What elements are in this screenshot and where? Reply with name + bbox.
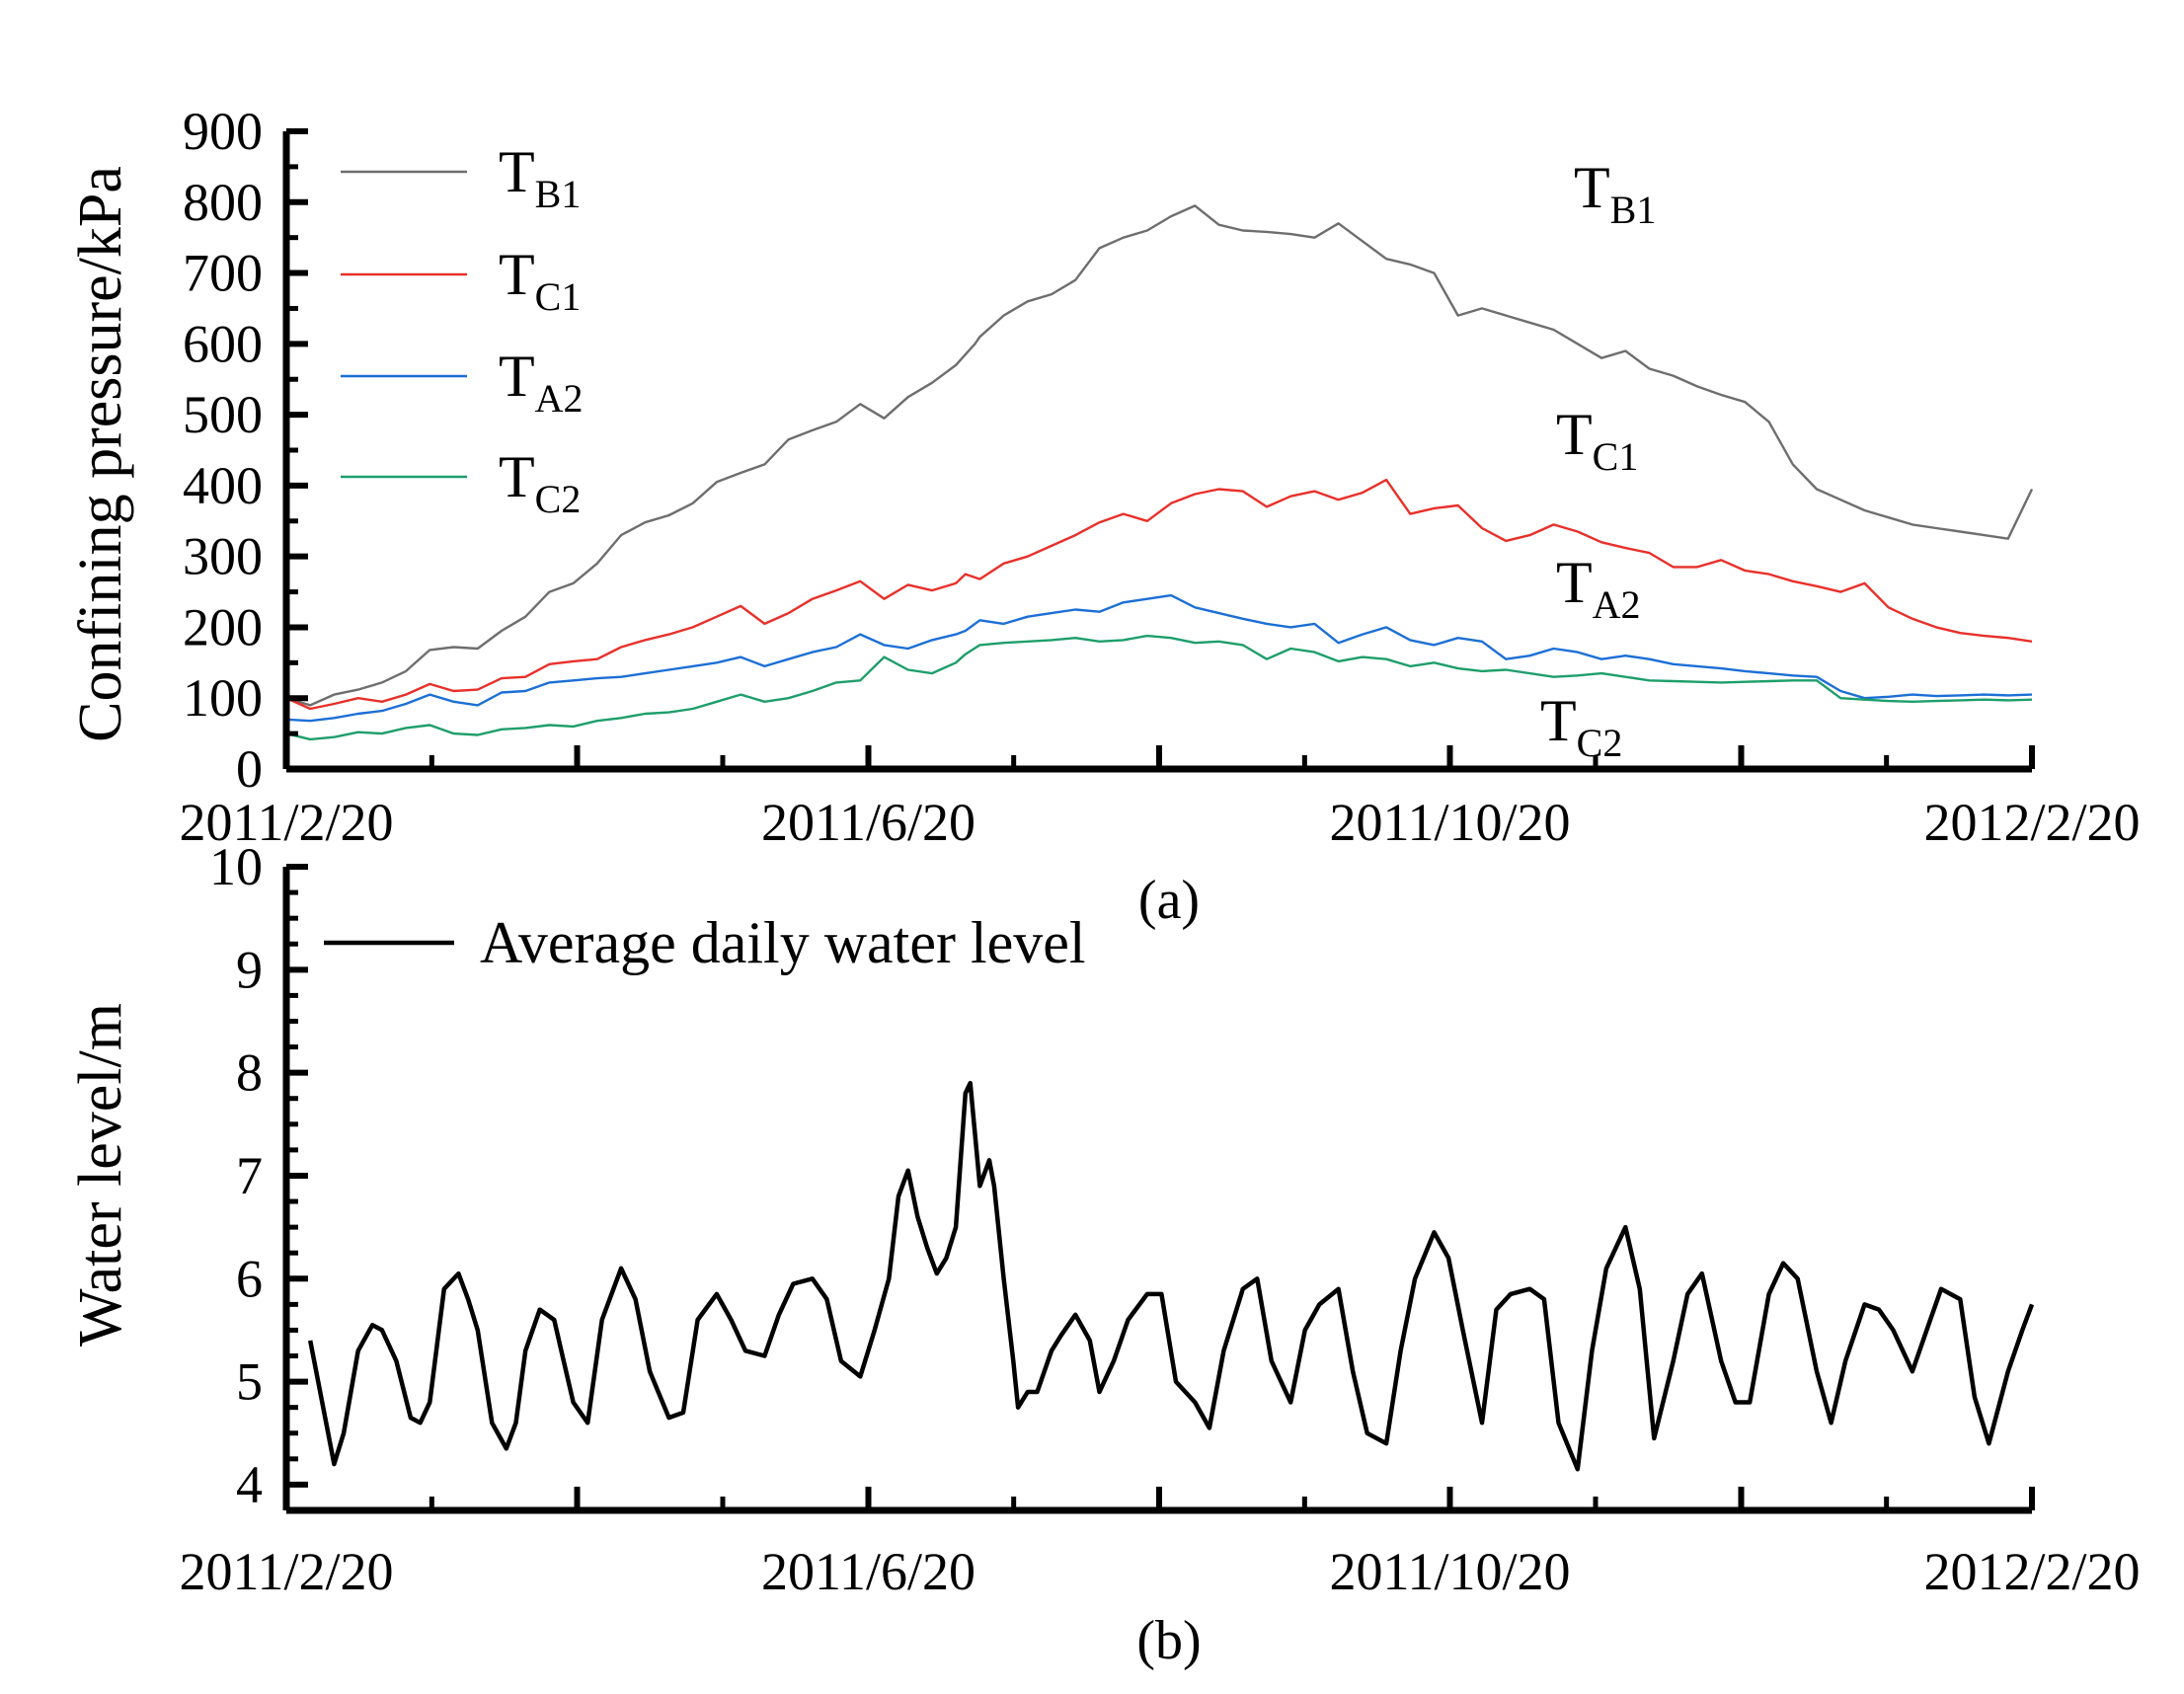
legend-label-b1: TB1 bbox=[499, 139, 581, 216]
legend-label-b1-sub: B1 bbox=[535, 172, 582, 216]
legend-label-c1-main: T bbox=[499, 242, 535, 307]
y-tick-label: 500 bbox=[183, 385, 263, 444]
x-tick-label: 2011/2/20 bbox=[179, 793, 393, 852]
series-line-water-level bbox=[307, 1080, 2035, 1472]
y-tick-label: 7 bbox=[236, 1146, 263, 1205]
y-tick-label: 400 bbox=[183, 456, 263, 515]
y-tick-label: 700 bbox=[183, 244, 263, 303]
series-line-c1 bbox=[285, 478, 2033, 711]
annotation-c2-sub: C2 bbox=[1577, 721, 1623, 765]
x-tick-label: 2011/2/20 bbox=[179, 1542, 393, 1601]
legend-label-c2: TC2 bbox=[499, 444, 581, 521]
panel-b-series-lines bbox=[307, 1080, 2035, 1472]
x-tick-label: 2012/2/20 bbox=[1923, 1542, 2140, 1601]
legend-label-water-level: Average daily water level bbox=[480, 910, 1086, 975]
y-tick-label: 9 bbox=[236, 940, 263, 999]
annotation-b1-main: T bbox=[1574, 155, 1610, 220]
x-tick-label: 2012/2/20 bbox=[1923, 793, 2140, 852]
annotation-c1-main: T bbox=[1556, 402, 1593, 467]
annotation-c2-main: T bbox=[1540, 688, 1577, 753]
series-line-a2 bbox=[285, 593, 2033, 723]
y-tick-label: 800 bbox=[183, 173, 263, 232]
annotation-b1-sub: B1 bbox=[1610, 188, 1657, 232]
panel-b-y-axis-title: Water level/m bbox=[67, 1003, 134, 1347]
legend-label-a2-sub: A2 bbox=[535, 376, 584, 421]
y-tick-label: 4 bbox=[236, 1455, 263, 1514]
annotation-c1: TC1 bbox=[1556, 402, 1638, 479]
panel-b-axes: 4 5 6 7 8 9 10 2011/2/20 2011/6/20 2011/10/20 2012… bbox=[179, 837, 2140, 1601]
series-line-b1 bbox=[285, 204, 2034, 707]
y-tick-label: 5 bbox=[236, 1352, 263, 1412]
panel-a-y-axis-title: Confining pressure/kPa bbox=[67, 166, 134, 742]
y-tick-label: 300 bbox=[183, 527, 263, 586]
y-tick-label: 600 bbox=[183, 314, 263, 373]
y-tick-label: 8 bbox=[236, 1043, 263, 1103]
panel-a-label: (a) bbox=[1138, 870, 1200, 931]
panel-b-water-level-chart: 4 5 6 7 8 9 10 2011/2/20 2011/6/20 2011/10/20 2012… bbox=[67, 837, 2141, 1601]
y-tick-label: 10 bbox=[209, 837, 263, 896]
y-tick-label: 100 bbox=[183, 668, 263, 728]
panel-b-legend: Average daily water level bbox=[324, 910, 1086, 975]
annotation-a2-sub: A2 bbox=[1593, 582, 1641, 627]
panel-a-series-lines bbox=[285, 204, 2034, 741]
y-tick-label: 900 bbox=[183, 102, 263, 161]
legend-label-c2-sub: C2 bbox=[535, 477, 582, 521]
legend-label-c1-sub: C1 bbox=[535, 274, 582, 319]
y-tick-label: 6 bbox=[236, 1249, 263, 1308]
panel-a-axes: 0 100 200 300 400 500 600 700 800 900 2011/2/20 201… bbox=[179, 102, 2140, 852]
series-line-c2 bbox=[285, 634, 2033, 741]
annotation-c2: TC2 bbox=[1540, 688, 1622, 765]
panel-b-label: (b) bbox=[1136, 1610, 1201, 1671]
legend-label-a2: TA2 bbox=[499, 344, 584, 421]
legend-label-c2-main: T bbox=[499, 444, 535, 509]
legend-label-b1-main: T bbox=[499, 139, 535, 204]
x-tick-label: 2011/10/20 bbox=[1329, 1542, 1570, 1601]
annotation-b1: TB1 bbox=[1574, 155, 1656, 232]
y-tick-label: 0 bbox=[236, 739, 263, 799]
y-tick-label: 200 bbox=[183, 597, 263, 656]
annotation-a2: TA2 bbox=[1556, 550, 1641, 627]
panel-a-pressure-chart: 0 100 200 300 400 500 600 700 800 900 2011/2/20 201… bbox=[67, 102, 2141, 852]
x-tick-label: 2011/6/20 bbox=[761, 793, 975, 852]
x-tick-label: 2011/10/20 bbox=[1329, 793, 1570, 852]
legend-label-a2-main: T bbox=[499, 344, 535, 409]
annotation-a2-main: T bbox=[1556, 550, 1593, 615]
annotation-c1-sub: C1 bbox=[1593, 434, 1639, 479]
x-tick-label: 2011/6/20 bbox=[761, 1542, 975, 1601]
legend-label-c1: TC1 bbox=[499, 242, 581, 319]
